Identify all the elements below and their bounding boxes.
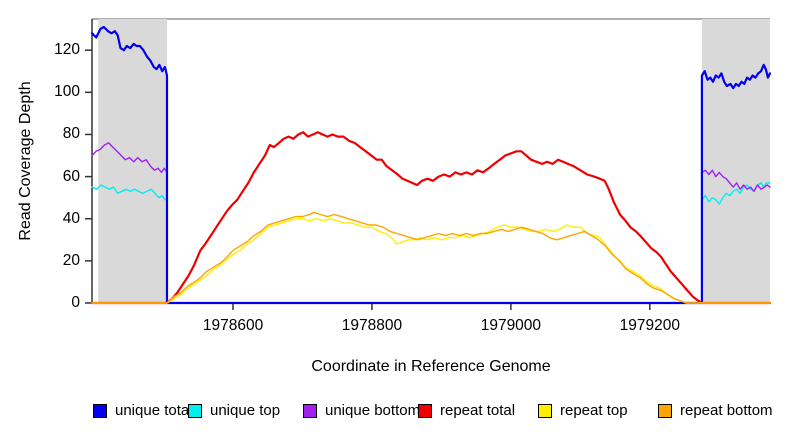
repeat-bottom-line	[91, 211, 771, 304]
y-tick-label: 100	[54, 83, 80, 101]
y-axis-title: Read Coverage Depth	[17, 81, 34, 241]
y-tick-label: 60	[62, 167, 80, 185]
y-tick-label: 0	[71, 294, 80, 311]
x-tick-label: 1978600	[202, 317, 264, 334]
y-tick-label: 20	[62, 251, 80, 269]
y-tick-label: 80	[62, 125, 80, 143]
x-tick-label: 1979000	[480, 317, 542, 334]
unique-total-line	[90, 25, 772, 305]
x-axis-title: Coordinate in Reference Genome	[311, 358, 551, 375]
x-tick-label: 1979200	[619, 317, 680, 334]
y-tick-label: 40	[62, 209, 80, 227]
x-tick-label: 1978800	[341, 317, 403, 334]
y-tick-label: 120	[54, 41, 80, 59]
unique-bottom-line	[91, 142, 771, 304]
repeat-top-line	[91, 217, 771, 304]
repeat-total-line	[90, 131, 772, 305]
unique-region-shade	[701, 19, 770, 303]
